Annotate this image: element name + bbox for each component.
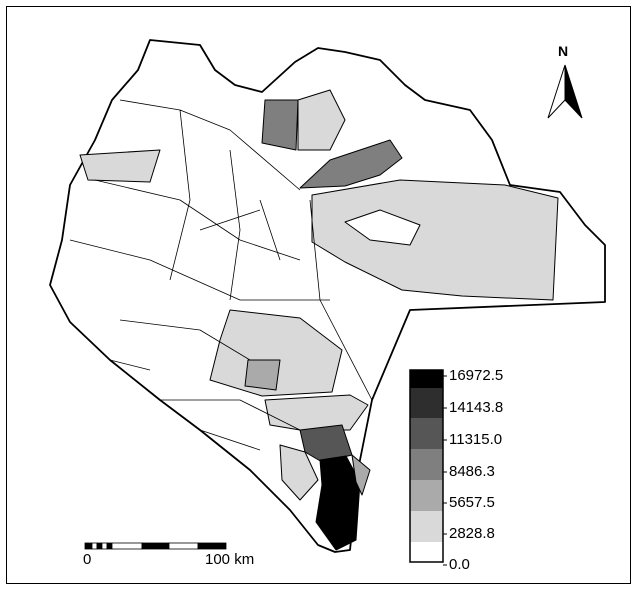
legend-box xyxy=(409,369,444,563)
region-south-black xyxy=(315,455,361,551)
legend-swatch xyxy=(410,480,443,511)
scale-end-label: 100 km xyxy=(205,551,255,568)
scale-bar xyxy=(84,542,227,550)
legend-label: 16972.5 xyxy=(449,367,504,384)
scale-segment xyxy=(111,542,143,550)
legend-swatch xyxy=(410,388,443,418)
region-northwest-light xyxy=(79,149,161,183)
legend-swatch xyxy=(410,370,443,388)
scale-segment xyxy=(141,542,170,550)
legend-label: 11315.0 xyxy=(449,431,503,448)
legend-label: 2828.8 xyxy=(449,525,495,542)
region-east-light xyxy=(311,179,559,301)
scale-segment xyxy=(168,542,199,550)
region-north-mid xyxy=(261,99,299,151)
region-south-grey xyxy=(351,454,371,496)
map-frame xyxy=(6,6,631,584)
region-center-mid xyxy=(244,359,281,391)
region-north-light xyxy=(297,89,346,151)
legend-swatch xyxy=(410,511,443,542)
region-south-light xyxy=(264,394,369,431)
region-center-light xyxy=(209,309,343,397)
scale-start-label: 0 xyxy=(83,551,92,568)
scale-segment xyxy=(197,542,227,550)
region-east-white-inset xyxy=(344,209,421,246)
legend-label: 0.0 xyxy=(449,556,470,573)
north-label: N xyxy=(558,43,569,59)
legend-label: 5657.5 xyxy=(449,494,495,511)
north-arrow-icon xyxy=(547,64,583,119)
scale-segment xyxy=(96,542,103,550)
municipality-borders xyxy=(69,99,373,451)
legend xyxy=(409,369,447,566)
legend-label: 8486.3 xyxy=(449,463,495,480)
scale-segment xyxy=(91,542,98,550)
legend-swatch xyxy=(410,418,443,449)
state-outline xyxy=(49,39,606,553)
scale-segment xyxy=(106,542,113,550)
legend-label: 14143.8 xyxy=(449,399,504,416)
region-north-dark xyxy=(299,139,403,189)
legend-swatch xyxy=(410,449,443,480)
legend-swatch xyxy=(410,542,443,562)
region-south-light2 xyxy=(279,444,319,501)
scale-segment xyxy=(101,542,108,550)
scale-segment xyxy=(84,542,93,550)
